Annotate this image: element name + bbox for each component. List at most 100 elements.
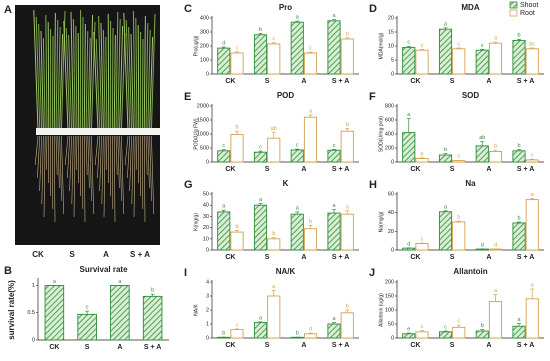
photo-category: S: [69, 250, 75, 259]
bar: [254, 152, 266, 162]
significance-letter: b: [151, 288, 154, 294]
significance-letter: b: [309, 219, 312, 225]
bar: [304, 334, 316, 338]
significance-letter: d: [494, 242, 497, 248]
error-bar: [85, 311, 89, 314]
significance-letter: b: [259, 27, 262, 33]
x-tick-label: CK: [410, 254, 420, 261]
y-tick-label: 0: [391, 247, 394, 253]
panel-label: I: [184, 267, 187, 279]
x-tick-label: S + A: [332, 78, 349, 85]
bar: [254, 205, 266, 250]
significance-letter: c: [421, 236, 424, 242]
error-bar: [272, 133, 276, 139]
bar: [328, 21, 340, 74]
y-tick-label: 150: [385, 293, 394, 299]
significance-letter: a: [272, 284, 276, 290]
bar: [328, 213, 340, 250]
chart-title: SOD: [462, 91, 480, 100]
bar: [526, 299, 538, 338]
y-axis-label: Pro(ug/g): [193, 35, 199, 56]
panel-label: D: [369, 3, 377, 15]
y-axis-label: MDA(mol/g): [378, 32, 384, 59]
y-tick-label: 4: [206, 279, 209, 285]
x-tick-label: S + A: [332, 254, 349, 261]
bar: [291, 150, 303, 162]
significance-letter: bc: [529, 41, 535, 47]
chart-title: Survival rate: [79, 265, 128, 274]
y-tick-label: 800: [385, 103, 394, 109]
panel-label: E: [184, 91, 191, 103]
significance-letter: a: [531, 192, 535, 198]
panel-label: B: [4, 265, 12, 277]
significance-letter: c: [421, 43, 424, 49]
y-tick-label: 20: [388, 229, 394, 235]
panel-label: C: [184, 3, 192, 15]
error-bar: [530, 289, 534, 299]
y-tick-label: 600: [385, 117, 394, 123]
legend-swatch: [510, 2, 517, 8]
y-tick-label: 1: [206, 321, 209, 327]
bar: [268, 296, 280, 338]
photo-category: CK: [32, 250, 44, 259]
bar: [341, 131, 353, 162]
x-tick-label: A: [486, 166, 491, 173]
y-tick-label: 200: [385, 279, 394, 285]
bar: [489, 152, 501, 163]
significance-letter: a: [332, 13, 336, 19]
bar: [526, 200, 538, 250]
leaf: [82, 17, 83, 130]
y-tick-label: 40: [388, 210, 394, 216]
significance-letter: ab: [479, 135, 485, 141]
significance-letter: a: [494, 288, 498, 294]
x-tick-label: A: [301, 166, 306, 173]
bar: [526, 160, 538, 162]
y-tick-label: 0: [206, 335, 209, 341]
error-bar: [345, 211, 349, 214]
photo-category: S + A: [130, 250, 150, 259]
y-tick-label: 5: [391, 57, 394, 63]
leaf: [108, 14, 109, 130]
significance-letter: c: [457, 154, 460, 160]
x-tick-label: S + A: [517, 254, 534, 261]
leaf: [112, 28, 113, 130]
panel-label: J: [369, 267, 375, 279]
bar: [231, 330, 243, 338]
y-tick-label: 0: [206, 159, 209, 165]
significance-letter: a: [444, 21, 448, 27]
y-tick-label: 0: [391, 335, 394, 341]
x-tick-label: S: [265, 254, 270, 261]
holder-bar: [36, 128, 160, 135]
y-tick-label: 20: [203, 225, 209, 231]
significance-letter: c: [236, 45, 239, 51]
chart-title: Pro: [279, 3, 292, 12]
panel-label: H: [369, 179, 377, 191]
bar: [218, 212, 230, 250]
bar: [254, 323, 266, 338]
significance-letter: a: [53, 279, 57, 285]
y-axis-label: Allantoin (ug/g): [378, 293, 384, 327]
error-bar: [480, 142, 484, 146]
panel-label: A: [4, 4, 12, 16]
x-tick-label: CK: [410, 342, 420, 349]
significance-letter: c: [531, 153, 534, 159]
bar: [513, 151, 525, 162]
y-axis-label: NA/K: [193, 304, 199, 316]
bar: [489, 43, 501, 74]
y-tick-label: 1000: [197, 131, 209, 137]
legend-label: Shoot: [520, 2, 538, 9]
bar: [439, 155, 451, 162]
significance-letter: b: [517, 215, 520, 221]
bar: [513, 40, 525, 74]
y-tick-label: 100: [385, 307, 394, 313]
x-tick-label: CK: [225, 342, 235, 349]
bar: [231, 232, 243, 250]
bar: [476, 146, 488, 162]
y-tick-label: 0: [206, 71, 209, 77]
bar: [268, 44, 280, 74]
x-tick-label: S: [450, 254, 455, 261]
significance-letter: a: [222, 204, 226, 210]
significance-letter: b: [235, 125, 238, 131]
bar: [416, 332, 428, 338]
